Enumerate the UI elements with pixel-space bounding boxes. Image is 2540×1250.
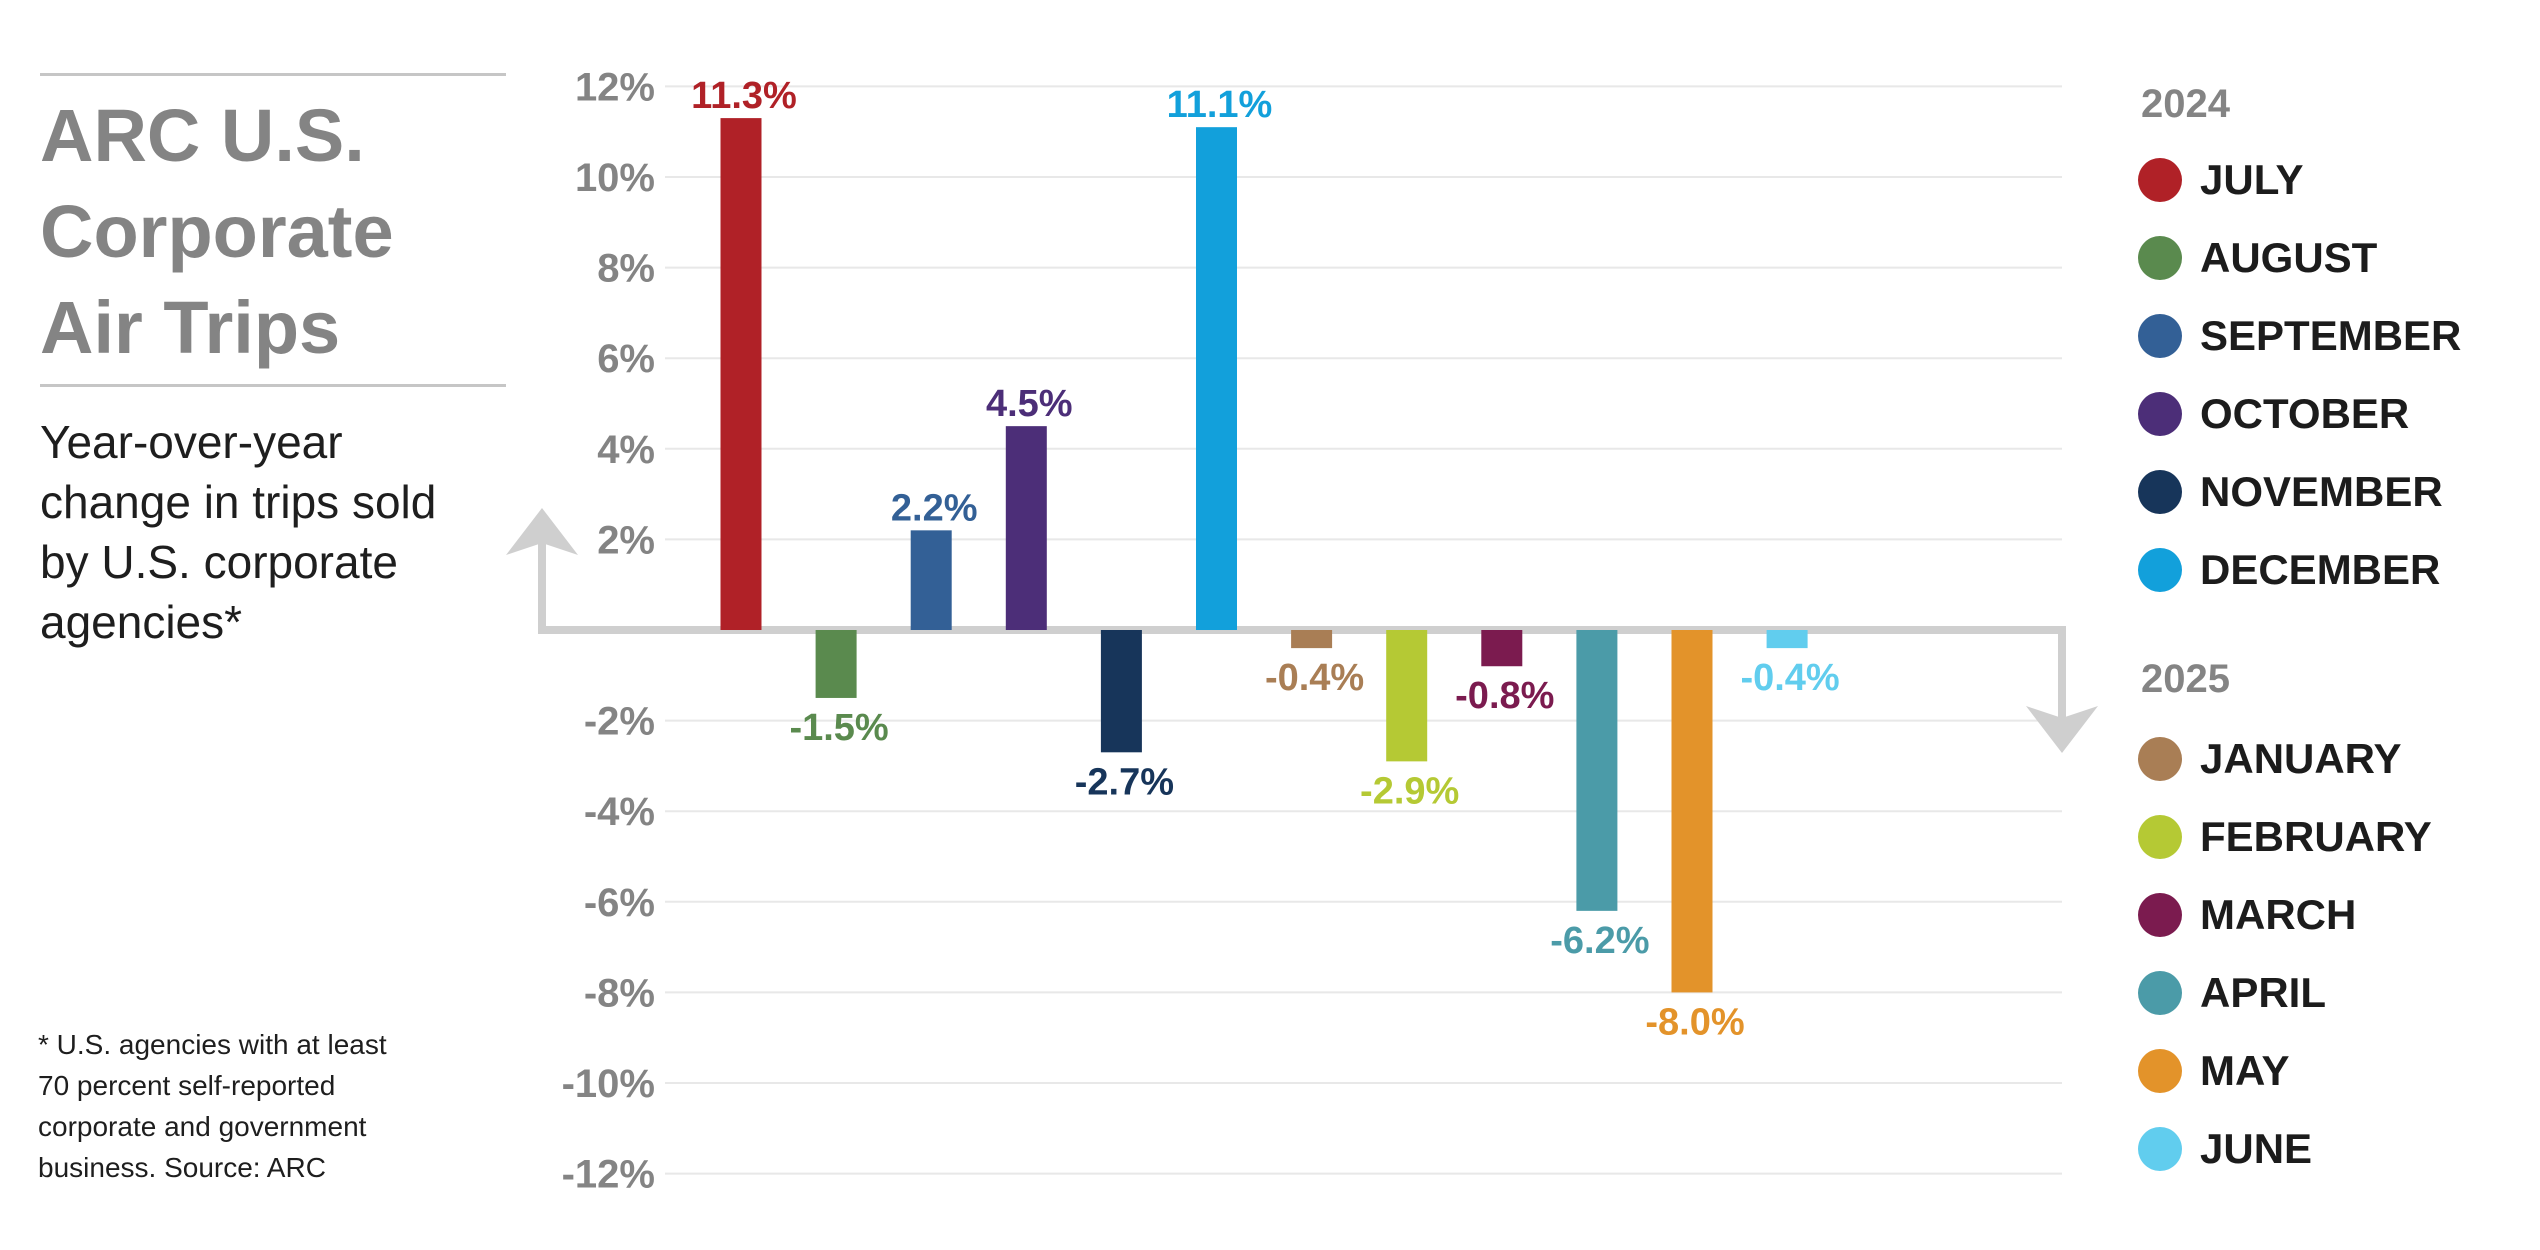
y-tick-label: 4% (597, 428, 655, 472)
data-label: -1.5% (789, 707, 888, 749)
data-label: -0.4% (1265, 657, 1364, 699)
legend-swatch (2138, 893, 2182, 937)
legend-label: JUNE (2200, 1125, 2313, 1172)
up-arrow-icon (506, 508, 578, 555)
legend-item: MAY (2138, 1043, 2289, 1099)
y-tick-label: -12% (562, 1153, 655, 1197)
subtitle-line: Year-over-year (40, 416, 343, 468)
subtitle-line: change in trips sold (40, 476, 437, 528)
legend-year-label: 2024 (2141, 82, 2230, 126)
y-tick-label: 12% (575, 65, 655, 109)
y-tick-label: 8% (597, 247, 655, 291)
legend-item: JULY (2138, 152, 2304, 208)
data-label: -6.2% (1550, 920, 1649, 962)
legend-item: AUGUST (2138, 230, 2377, 286)
bar (1766, 630, 1808, 649)
bar (910, 530, 952, 630)
legend-label: DECEMBER (2200, 546, 2441, 593)
y-tick-label: -8% (584, 971, 655, 1015)
chart-subtitle: Year-over-year change in trips sold by U… (40, 412, 510, 652)
footnote-line: 70 percent self-reported (38, 1070, 336, 1101)
footnote-line: business. Source: ARC (38, 1152, 326, 1183)
y-tick-label: 10% (575, 156, 655, 200)
chart-title: ARC U.S. Corporate Air Trips (40, 88, 520, 376)
footnote-line: corporate and government (38, 1111, 367, 1142)
data-label: 11.1% (1167, 84, 1273, 126)
legend-swatch (2138, 737, 2182, 781)
legend-swatch (2138, 971, 2182, 1015)
data-label: -0.4% (1740, 657, 1839, 699)
subtitle-line: by U.S. corporate (40, 536, 398, 588)
legend-swatch (2138, 470, 2182, 514)
title-line: ARC U.S. (40, 94, 365, 177)
legend-item: FEBRUARY (2138, 809, 2432, 865)
legend-item: JUNE (2138, 1121, 2312, 1177)
legend-swatch (2138, 392, 2182, 436)
data-label: -2.7% (1075, 761, 1174, 803)
legend-year-label: 2025 (2141, 657, 2230, 701)
legend-label: MAY (2200, 1047, 2290, 1094)
data-label: -2.9% (1360, 770, 1459, 812)
legend-swatch (2138, 158, 2182, 202)
data-label: 2.2% (891, 487, 978, 529)
data-label: 4.5% (986, 383, 1073, 425)
title-bottom-rule (40, 384, 506, 387)
legend-swatch (2138, 815, 2182, 859)
data-label: -8.0% (1645, 1001, 1744, 1043)
legend-item: SEPTEMBER (2138, 308, 2461, 364)
legend-label: AUGUST (2200, 234, 2378, 281)
title-line: Corporate (40, 190, 394, 273)
y-tick-label: 2% (597, 518, 655, 562)
bar (1671, 630, 1713, 993)
legend-label: JANUARY (2200, 735, 2402, 782)
bar (1005, 426, 1047, 630)
legend-swatch (2138, 1049, 2182, 1093)
legend-item: NOVEMBER (2138, 464, 2443, 520)
bar (1481, 630, 1523, 667)
y-tick-label: -10% (562, 1062, 655, 1106)
bar (1386, 630, 1428, 762)
y-tick-label: -6% (584, 881, 655, 925)
bar (720, 118, 762, 631)
bar (1196, 127, 1237, 631)
bar (1291, 630, 1333, 649)
legend-swatch (2138, 236, 2182, 280)
bar (1576, 630, 1618, 911)
y-tick-label: -4% (584, 790, 655, 834)
legend-label: OCTOBER (2200, 390, 2410, 437)
bar (815, 630, 857, 698)
footnote-line: * U.S. agencies with at least (38, 1029, 387, 1060)
legend-item: APRIL (2138, 965, 2326, 1021)
legend-label: NOVEMBER (2200, 468, 2443, 515)
legend-item: DECEMBER (2138, 542, 2440, 598)
legend-item: OCTOBER (2138, 386, 2409, 442)
legend-label: APRIL (2200, 969, 2326, 1016)
subtitle-line: agencies* (40, 596, 243, 648)
legend-label: SEPTEMBER (2200, 312, 2462, 359)
title-top-rule (40, 73, 506, 76)
legend-swatch (2138, 548, 2182, 592)
legend-swatch (2138, 314, 2182, 358)
bar (1100, 630, 1142, 753)
legend-label: JULY (2200, 156, 2304, 203)
legend-label: FEBRUARY (2200, 813, 2432, 860)
footnote: * U.S. agencies with at least 70 percent… (38, 1024, 458, 1188)
legend-item: JANUARY (2138, 731, 2401, 787)
data-label: 11.3% (691, 75, 797, 117)
y-tick-label: -2% (584, 700, 655, 744)
data-label: -0.8% (1455, 675, 1554, 717)
down-arrow-icon (2026, 706, 2098, 753)
legend-item: MARCH (2138, 887, 2356, 943)
legend-swatch (2138, 1127, 2182, 1171)
legend-label: MARCH (2200, 891, 2357, 938)
y-tick-label: 6% (597, 337, 655, 381)
title-line: Air Trips (40, 286, 341, 369)
